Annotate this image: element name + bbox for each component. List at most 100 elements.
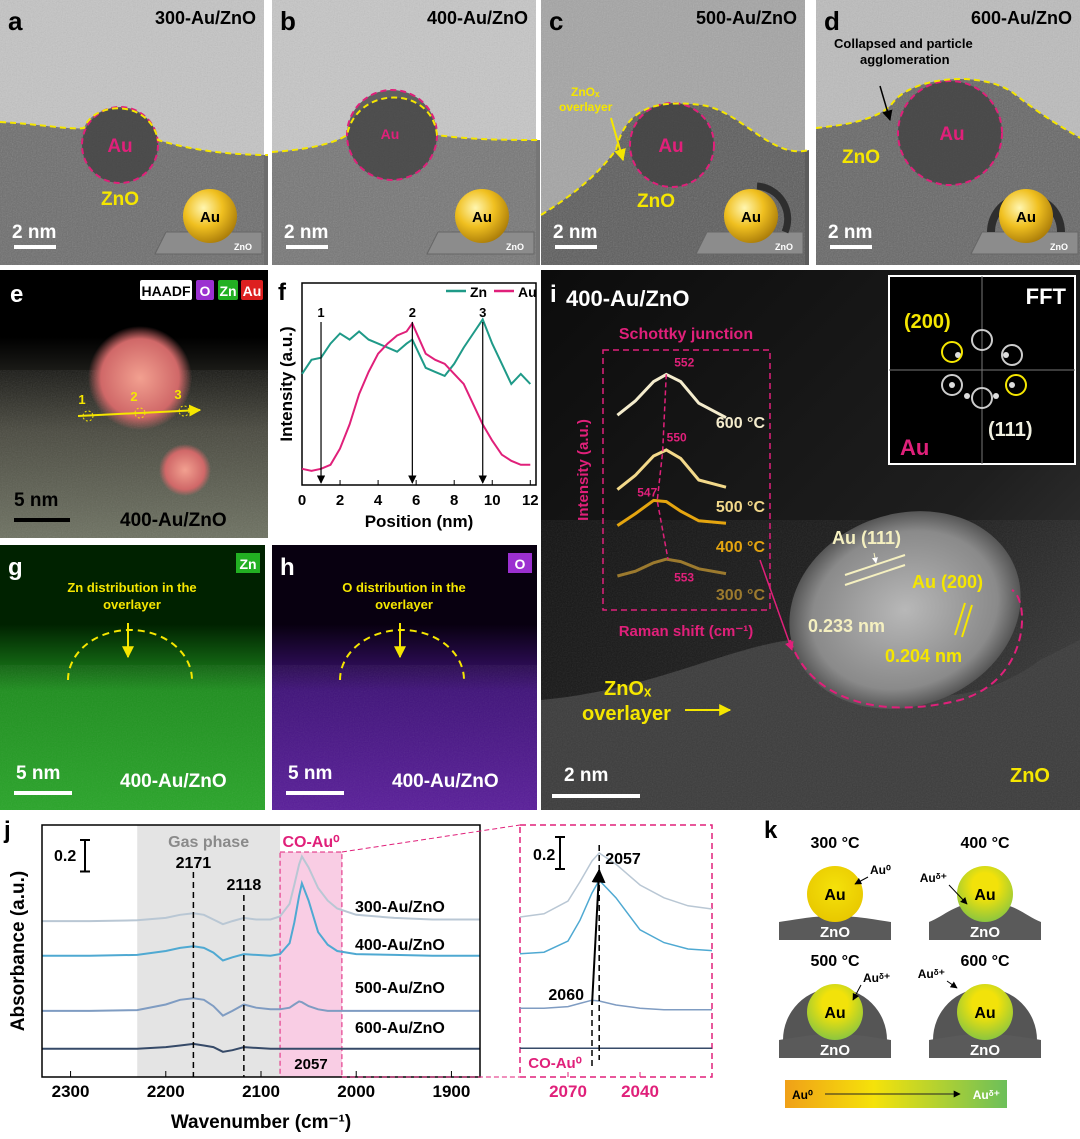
panel-label: i	[550, 281, 557, 308]
scale-bar-label: 0.2	[54, 848, 76, 865]
fringe	[954, 602, 966, 636]
panel-label: h	[280, 554, 295, 581]
band-label: CO-Au⁰	[528, 1055, 582, 1072]
legend-box	[241, 280, 263, 300]
annotation: Zn distribution in the	[67, 580, 196, 595]
model-shell	[756, 182, 792, 234]
particle	[789, 511, 1021, 709]
annotation: overlayer	[559, 100, 613, 114]
x-tick-label: 0	[298, 492, 306, 509]
panel-label: c	[549, 6, 563, 36]
fringe-label: 0.233 nm	[808, 616, 885, 636]
annotation: overlayer	[103, 597, 161, 612]
model-particle	[724, 189, 778, 243]
x-tick-label: 2	[336, 492, 344, 509]
model-support	[426, 231, 535, 255]
temperature-label: 300 °C	[810, 835, 860, 852]
dashed-arc	[339, 629, 465, 681]
gradient-start: Au⁰	[792, 1088, 813, 1102]
scale-bar-label: 2 nm	[564, 765, 608, 786]
hrtem-panel: i 400-Au/ZnO FFT (200) (111) Au Au (111) 0.233 …	[541, 270, 1080, 810]
x-tick-label: 10	[484, 492, 501, 509]
plot-frame	[301, 282, 537, 486]
map-panel: h O O distribution in the overlayer 5 nm 400-…	[272, 545, 537, 810]
sample-label: 400-Au/ZnO	[120, 771, 227, 792]
legend-label: Au	[518, 284, 537, 300]
arrow	[610, 117, 626, 162]
fft-ring	[941, 374, 963, 396]
band	[279, 851, 343, 1078]
legend-label: Zn	[470, 284, 487, 300]
y-axis-label: Intensity (a.u.)	[277, 326, 296, 441]
line-series	[42, 997, 480, 1017]
legend-box	[196, 280, 214, 300]
scale-bar-label: 2 nm	[828, 222, 872, 243]
support-block	[779, 916, 891, 940]
fringe-label: 0.204 nm	[885, 646, 962, 666]
particle	[82, 107, 158, 183]
particle	[630, 103, 714, 187]
temperature-label: 500 °C	[810, 953, 860, 970]
panel-label: k	[764, 817, 778, 844]
element-label: Au	[900, 435, 929, 460]
arrow	[871, 552, 878, 564]
shift-arrow	[591, 868, 606, 1006]
peak-label: 2171	[176, 855, 212, 872]
annotation: O distribution in the	[342, 580, 466, 595]
band-label: Gas phase	[168, 834, 249, 851]
fringe	[844, 554, 906, 576]
panel-label: j	[3, 817, 11, 844]
marker-label: 3	[479, 305, 486, 320]
support-label: ZnO	[101, 189, 139, 210]
line-series	[617, 557, 727, 578]
profile-point	[134, 407, 146, 419]
tem-panel: a 300-Au/ZnO Au ZnO 2 nm Au ZnO	[0, 0, 269, 265]
inset-series	[520, 878, 712, 955]
x-axis-label: Wavenumber (cm⁻¹)	[171, 1112, 351, 1133]
scale-bar-label: 0.2	[533, 847, 555, 864]
arrow	[759, 559, 794, 651]
particle	[898, 81, 1002, 185]
fft-spot	[1009, 382, 1015, 388]
model-support-label: ZnO	[1050, 242, 1068, 252]
particle-outline	[897, 80, 1003, 186]
model-particle-label: Au	[200, 209, 220, 226]
particle-label: Au	[974, 887, 995, 904]
series-label: 500 °C	[716, 499, 766, 516]
x-tick-label: 2040	[621, 1082, 659, 1101]
fft-ring	[1001, 344, 1023, 366]
model-support	[970, 231, 1079, 255]
peak-label: 547	[637, 486, 657, 500]
scale-bar-label: 5 nm	[288, 763, 332, 784]
profile-point	[178, 405, 190, 417]
particle-label: Au	[939, 124, 964, 145]
x-tick-label: 6	[412, 492, 420, 509]
channel-label: O	[515, 556, 526, 572]
annotation: ZnOₓ	[604, 678, 652, 700]
panel-title: 400-Au/ZnO	[427, 8, 528, 28]
fringe	[961, 604, 973, 638]
fringe-label: Au (200)	[912, 572, 983, 592]
series-label: 300-Au/ZnO	[355, 899, 445, 916]
x-tick-label: 2200	[147, 1082, 185, 1101]
plane-label: (200)	[904, 311, 951, 333]
temperature-label: 600 °C	[960, 953, 1010, 970]
panel-label: b	[280, 6, 296, 36]
x-axis-label: Position (nm)	[365, 512, 474, 531]
plane-label: (111)	[988, 419, 1032, 441]
line-series	[42, 879, 480, 962]
tem-panel: b 400-Au/ZnO Au 2 nm Au ZnO	[271, 0, 541, 265]
arrow	[948, 884, 968, 905]
arrow	[854, 876, 869, 885]
series-label: 600 °C	[716, 415, 766, 432]
model-support-label: ZnO	[234, 242, 252, 252]
line-series	[616, 372, 727, 419]
panel-title: 500-Au/ZnO	[696, 8, 797, 28]
support-block	[779, 1034, 891, 1058]
profile-point	[82, 410, 94, 422]
inset-frame	[519, 824, 713, 1078]
x-tick-label: 8	[450, 492, 458, 509]
surface-line	[271, 96, 541, 153]
